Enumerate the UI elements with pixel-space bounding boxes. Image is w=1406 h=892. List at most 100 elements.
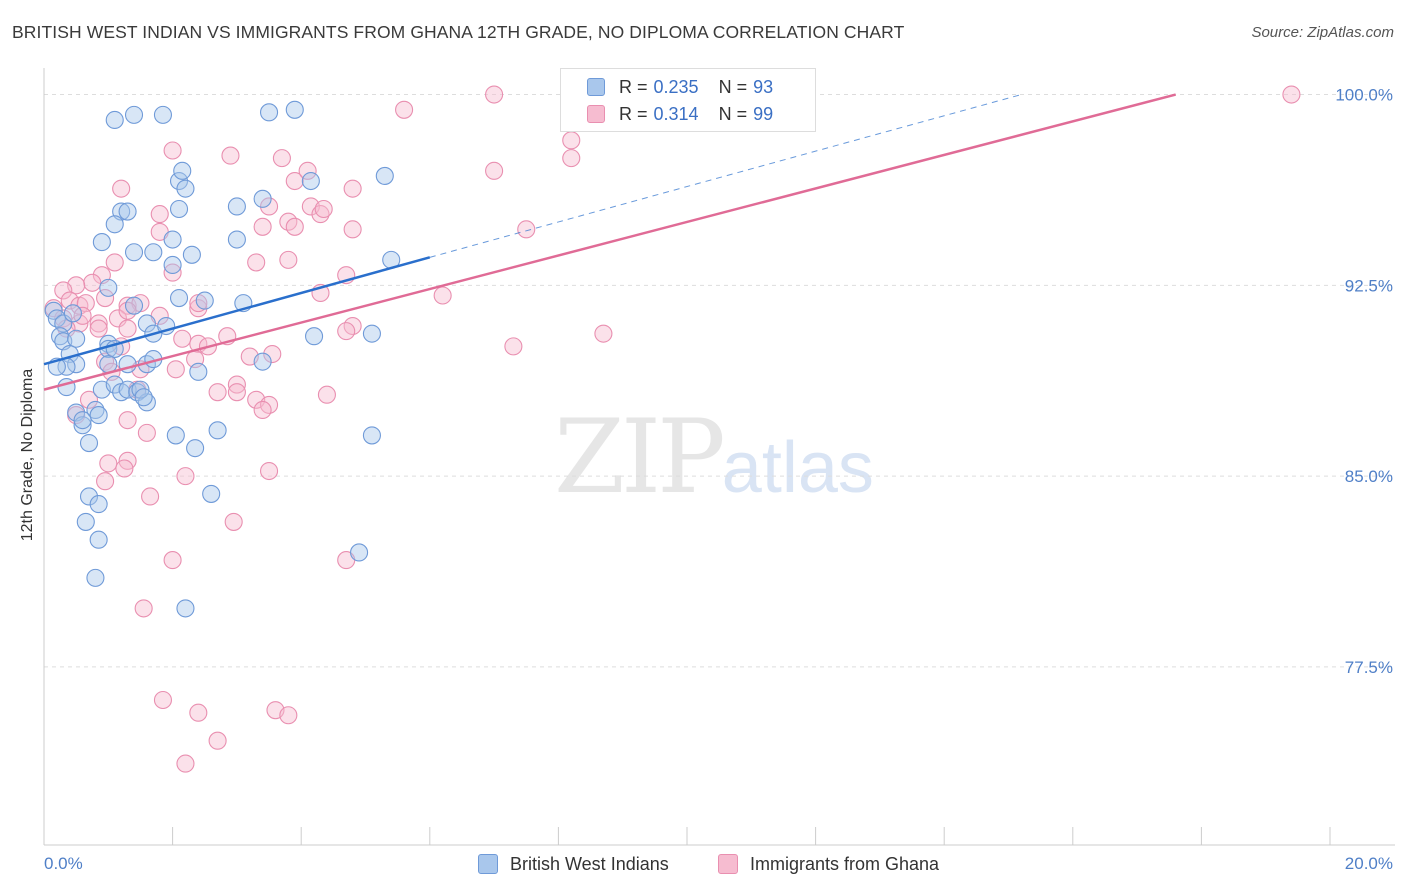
bwi-point [86,400,105,420]
ghana-point [54,281,73,300]
bwi-point [79,434,99,453]
watermark-zip: ZIP [554,398,726,517]
ghana-point [311,205,330,224]
ghana-point [176,467,195,486]
ghana-point [285,217,304,236]
ghana-point [89,319,108,338]
axis-labels: 100.0% 92.5% 85.0% 77.5% 0.0% 20.0% 12th Grade… [19,86,1393,873]
bwi-point [362,426,381,445]
ghana-point [343,179,362,198]
ghana-point [247,253,266,272]
bwi-point [195,291,214,310]
watermark: ZIPatlas [554,398,874,517]
x-tick-label: 20.0% [1345,854,1393,873]
bwi-point [63,304,82,323]
bwi-point [163,255,182,275]
series-ghana-points [44,85,1301,773]
ghana-point [343,220,362,239]
legend-n-value: 93 [753,76,774,97]
trend-lines [43,93,1176,391]
ghana-point [173,329,192,348]
ghana-point [189,703,208,722]
bwi-point [176,179,195,198]
legend-row-pink: R = 0.314 N = 99 [587,102,779,126]
source-credit: Source: ZipAtlas.com [1251,24,1394,41]
legend-swatch-pink [587,105,605,123]
bwi-point [86,568,105,587]
ghana-point [285,171,304,191]
bwi-point [73,411,92,430]
y-axis-title: 12th Grade, No Diploma [19,369,36,542]
legend-r-value: 0.314 [653,103,699,124]
bottom-legend-label-pink: Immigrants from Ghana [750,853,940,874]
ghana-point [517,220,536,239]
axes [43,68,1395,846]
ghana-point [99,454,118,473]
y-tick-label: 100.0% [1335,86,1393,105]
ghana-point [337,322,356,341]
bwi-point [73,416,92,435]
ghana-point [208,731,227,750]
bwi-point [67,329,86,348]
ghana-point [594,324,613,343]
bwi-point [362,324,381,343]
legend-n-label: N = [718,76,748,97]
ghana-point [96,288,115,308]
bwi-point [182,245,201,264]
ghana-point [279,706,298,725]
bwi-point [89,495,108,514]
ghana-point [54,309,73,328]
bwi-point [137,314,156,333]
ghana-point [163,141,182,160]
ghana-point [96,472,115,491]
grid-lines [44,94,1395,668]
bwi-point [124,105,144,124]
ghana-point [189,299,208,318]
bwi-point [79,487,99,506]
bwi-point [253,189,272,208]
ghana-point [176,754,195,773]
ghana-point [163,551,182,570]
ghana-point [272,149,291,168]
ghana-point [227,383,246,402]
ghana-point [163,263,182,282]
x-tick-label: 0.0% [44,854,83,873]
bwi-point [208,421,227,440]
bwi-point [76,512,95,531]
ghana-point [259,197,279,216]
ghana-point [150,205,169,224]
ghana-point [141,487,160,506]
ghana-point [485,85,504,104]
bwi-point [202,484,221,503]
ghana-point [79,390,99,409]
bwi-point [99,278,118,297]
bwi-point [305,327,324,346]
bwi-point [124,243,144,262]
correlation-legend: R = 0.235 N = 93 R = 0.314 N = 99 [560,68,816,132]
bwi-point [253,352,272,371]
bwi-point [163,230,182,249]
bwi-point [173,161,192,180]
bwi-point [186,439,205,458]
ghana-point [137,423,156,442]
bwi-point [169,288,189,308]
ghana-point [279,250,298,269]
bwi-point [144,243,163,262]
ghana-point [105,253,124,272]
bottom-legend-swatch-blue [478,854,498,874]
bottom-legend-swatch-pink [718,854,738,874]
legend-n-value: 99 [753,103,774,124]
series-bwi-points [44,100,401,618]
bottom-legend-pink: Immigrants from Ghana [718,852,939,876]
y-tick-label: 77.5% [1345,658,1393,677]
legend-row-blue: R = 0.235 N = 93 [587,75,779,99]
ghana-point [298,161,317,180]
ghana-point [433,286,452,305]
ghana-point [134,599,153,618]
bwi-trend-extension [429,94,1022,258]
bwi-point [89,530,108,549]
ghana-point [118,411,137,430]
ghana-point [1282,85,1301,104]
bwi-point [118,202,137,221]
